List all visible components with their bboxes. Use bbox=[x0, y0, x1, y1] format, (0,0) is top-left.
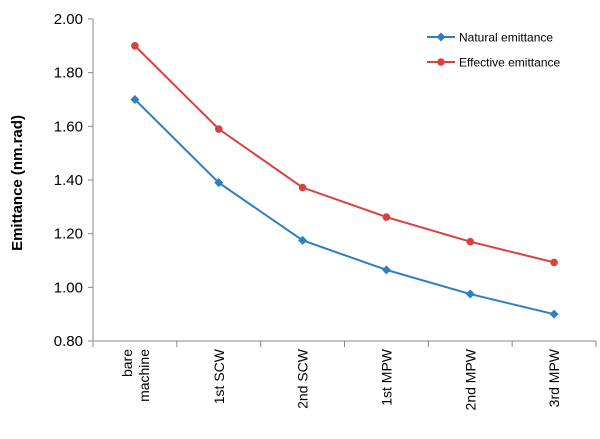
legend-item: Natural emittance bbox=[427, 31, 553, 45]
data-point-natural bbox=[214, 178, 224, 188]
y-tick-label: 2.00 bbox=[54, 11, 83, 28]
y-tick-label: 1.40 bbox=[54, 172, 83, 189]
x-category-label: 2nd MPW bbox=[462, 348, 478, 410]
legend-marker-circle bbox=[437, 58, 445, 66]
legend-marker-diamond bbox=[436, 32, 446, 42]
y-tick-label: 1.60 bbox=[54, 118, 83, 135]
y-axis-ticks: 0.80 1.00 1.20 1.40 1.60 1.80 2.00 bbox=[54, 11, 93, 350]
x-category-label: 1st SCW bbox=[211, 348, 227, 404]
y-tick-label: 0.80 bbox=[54, 333, 83, 350]
series-line-natural bbox=[134, 98, 555, 316]
legend-label: Natural emittance bbox=[459, 31, 553, 45]
x-category-label: baremachine bbox=[119, 349, 152, 402]
y-axis-title: Emittance (nm.rad) bbox=[9, 115, 26, 251]
data-point-effective bbox=[298, 183, 307, 192]
x-category-label-text: 3rd MPW bbox=[546, 348, 562, 407]
x-category-label-text: 2nd SCW bbox=[295, 348, 311, 409]
legend: Natural emittance Effective emittance bbox=[427, 31, 560, 70]
data-point-natural bbox=[465, 289, 475, 299]
x-category-label: 2nd SCW bbox=[295, 348, 311, 409]
data-point-effective bbox=[382, 213, 391, 221]
x-category-label-text: 1st SCW bbox=[211, 348, 227, 404]
data-point-effective bbox=[214, 125, 223, 133]
data-point-natural bbox=[298, 235, 308, 245]
x-category-label: 1st MPW bbox=[378, 348, 394, 406]
legend-label: Effective emittance bbox=[459, 56, 560, 70]
legend-item: Effective emittance bbox=[427, 56, 560, 70]
data-point-natural bbox=[381, 265, 391, 275]
data-point-effective bbox=[131, 42, 139, 50]
y-tick-label: 1.80 bbox=[54, 65, 83, 82]
series-group bbox=[130, 42, 559, 319]
data-point-natural bbox=[549, 309, 559, 319]
y-tick-label: 1.20 bbox=[54, 226, 83, 243]
x-category-label-text: 1st MPW bbox=[378, 348, 394, 406]
x-category-label: 3rd MPW bbox=[546, 348, 562, 407]
data-point-effective bbox=[466, 237, 475, 246]
x-axis: baremachine 1st SCW 2nd SCW 1st MPW 2nd MPW 3… bbox=[92, 340, 597, 410]
series-line-effective bbox=[134, 45, 555, 264]
data-point-effective bbox=[550, 258, 558, 267]
x-category-label-text: baremachine bbox=[119, 349, 152, 402]
data-point-natural bbox=[130, 95, 140, 104]
x-category-label-text: 2nd MPW bbox=[462, 348, 478, 410]
y-tick-label: 1.00 bbox=[54, 279, 83, 296]
